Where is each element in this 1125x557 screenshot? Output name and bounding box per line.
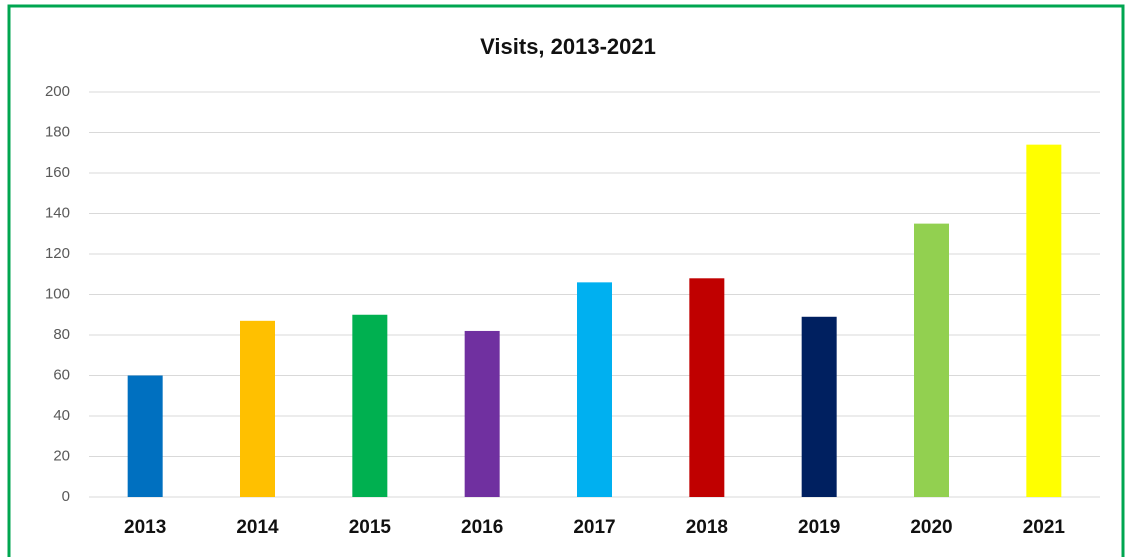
x-tick-label: 2020 xyxy=(910,517,952,538)
bar xyxy=(914,223,949,497)
bar xyxy=(577,282,612,497)
y-tick-label: 40 xyxy=(53,407,70,424)
x-tick-label: 2014 xyxy=(236,517,279,538)
x-tick-label: 2019 xyxy=(798,517,840,538)
chart-frame xyxy=(7,4,1125,557)
x-tick-label: 2013 xyxy=(124,517,166,538)
x-tick-label: 2015 xyxy=(349,517,392,538)
y-tick-label: 120 xyxy=(45,245,70,262)
y-tick-label: 0 xyxy=(62,488,70,505)
y-tick-label: 100 xyxy=(45,285,70,302)
x-tick-label: 2018 xyxy=(686,517,728,538)
y-tick-label: 160 xyxy=(45,164,70,181)
y-tick-label: 140 xyxy=(45,204,70,221)
bar xyxy=(801,316,837,497)
bar xyxy=(127,375,163,497)
x-tick-label: 2017 xyxy=(573,517,615,538)
bar xyxy=(689,278,725,497)
y-tick-label: 20 xyxy=(53,447,70,464)
y-tick-label: 80 xyxy=(53,326,70,343)
y-tick-label: 60 xyxy=(53,366,70,383)
bar xyxy=(464,330,500,497)
y-tick-label: 200 xyxy=(45,83,70,100)
x-tick-label: 2021 xyxy=(1023,517,1066,538)
bar xyxy=(1026,144,1062,497)
x-tick-label: 2016 xyxy=(461,517,503,538)
bar xyxy=(352,314,388,497)
bar xyxy=(240,320,275,497)
y-tick-label: 180 xyxy=(45,123,70,140)
chart-title: Visits, 2013-2021 xyxy=(480,34,656,59)
